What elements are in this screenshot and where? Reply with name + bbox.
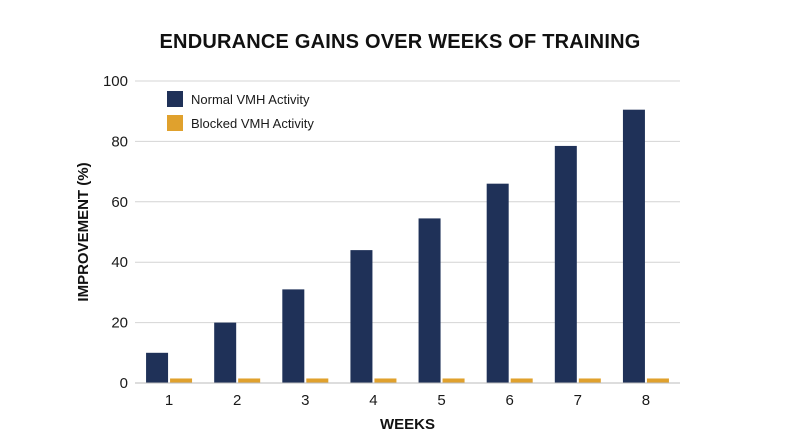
legend-label: Normal VMH Activity <box>191 92 310 107</box>
x-tick-label: 8 <box>642 392 650 409</box>
bar-normal-vmh <box>622 109 645 383</box>
bar-normal-vmh <box>146 352 169 383</box>
bar-normal-vmh <box>418 218 441 383</box>
legend: Normal VMH Activity Blocked VMH Activity <box>167 91 314 131</box>
bar-blocked-vmh <box>170 378 193 383</box>
bar-normal-vmh <box>214 322 237 383</box>
bar-blocked-vmh <box>646 378 669 383</box>
x-tick-label: 4 <box>369 392 377 409</box>
legend-label: Blocked VMH Activity <box>191 116 314 131</box>
y-axis-ticks: 0 20 40 60 80 100 <box>103 73 128 392</box>
bar-normal-vmh <box>486 183 509 383</box>
legend-swatch <box>167 91 183 107</box>
x-tick-label: 1 <box>165 392 173 409</box>
bar-normal-vmh <box>350 250 373 383</box>
x-axis-label: WEEKS <box>380 416 435 433</box>
bar-blocked-vmh <box>442 378 465 383</box>
x-tick-label: 3 <box>301 392 309 409</box>
chart-title: ENDURANCE GAINS OVER WEEKS OF TRAINING <box>159 31 641 53</box>
bar-normal-vmh <box>282 289 305 383</box>
bar-blocked-vmh <box>238 378 261 383</box>
y-tick-label: 60 <box>111 194 128 211</box>
legend-swatch <box>167 115 183 131</box>
y-tick-label: 0 <box>120 375 128 392</box>
x-tick-label: 7 <box>574 392 582 409</box>
y-tick-label: 20 <box>111 315 128 332</box>
x-tick-label: 2 <box>233 392 241 409</box>
x-axis-ticks: 1 2 3 4 5 6 7 8 <box>165 392 650 409</box>
bar-blocked-vmh <box>578 378 601 383</box>
y-tick-label: 80 <box>111 133 128 150</box>
bar-blocked-vmh <box>510 378 533 383</box>
y-tick-label: 40 <box>111 254 128 271</box>
bar-blocked-vmh <box>374 378 397 383</box>
x-tick-label: 6 <box>506 392 514 409</box>
x-tick-label: 5 <box>437 392 445 409</box>
bar-normal-vmh <box>554 145 577 383</box>
bars <box>146 109 669 383</box>
y-axis-label: IMPROVEMENT (%) <box>75 162 92 301</box>
y-tick-label: 100 <box>103 73 128 90</box>
bar-blocked-vmh <box>306 378 329 383</box>
